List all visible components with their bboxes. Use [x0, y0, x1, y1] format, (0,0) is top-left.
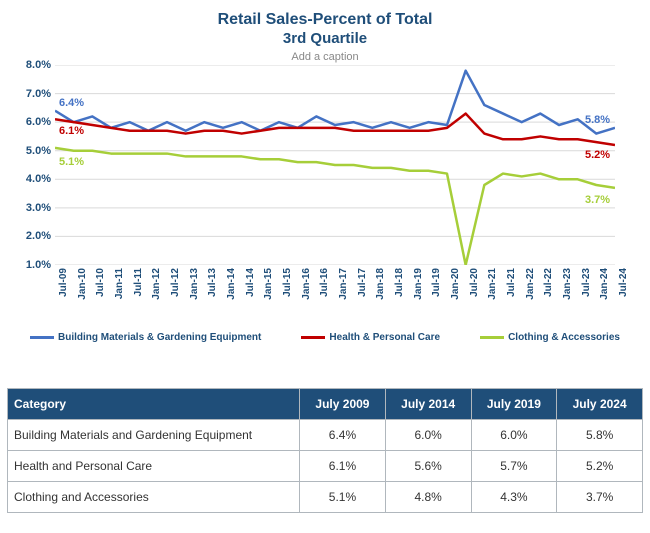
- legend-label: Building Materials & Gardening Equipment: [58, 332, 261, 343]
- table-cell: 4.3%: [471, 482, 557, 513]
- chart-svg: [55, 65, 615, 265]
- table-body: Building Materials and Gardening Equipme…: [8, 420, 643, 513]
- legend-item: Clothing & Accessories: [480, 332, 620, 343]
- x-tick-label: Jul-22: [543, 268, 554, 297]
- series-end-label: 5.2%: [585, 149, 610, 161]
- y-tick-label: 4.0%: [26, 173, 51, 185]
- x-tick-label: Jul-19: [431, 268, 442, 297]
- legend: Building Materials & Gardening Equipment…: [10, 332, 640, 343]
- x-tick-label: Jul-17: [357, 268, 368, 297]
- table-cell: Building Materials and Gardening Equipme…: [8, 420, 300, 451]
- x-tick-label: Jul-18: [394, 268, 405, 297]
- caption-placeholder[interactable]: Add a caption: [10, 51, 640, 63]
- table-cell: 6.0%: [385, 420, 471, 451]
- x-tick-label: Jan-22: [525, 268, 536, 300]
- legend-swatch: [30, 336, 54, 339]
- table-cell: Health and Personal Care: [8, 451, 300, 482]
- x-tick-label: Jul-21: [506, 268, 517, 297]
- x-tick-label: Jan-21: [487, 268, 498, 300]
- x-tick-label: Jan-10: [77, 268, 88, 300]
- chart-title-line1: Retail Sales-Percent of Total: [10, 10, 640, 30]
- x-tick-label: Jul-13: [207, 268, 218, 297]
- x-tick-label: Jan-18: [375, 268, 386, 300]
- x-axis: Jul-09 Jan-10 Jul-10 Jan-11 Jul-11 Jan-12 Jul-…: [55, 268, 615, 328]
- table-cell: Clothing and Accessories: [8, 482, 300, 513]
- table-cell: 5.7%: [471, 451, 557, 482]
- x-tick-label: Jul-12: [170, 268, 181, 297]
- x-tick-label: Jan-16: [301, 268, 312, 300]
- chart-title-line2: 3rd Quartile: [10, 30, 640, 49]
- table-cell: 5.6%: [385, 451, 471, 482]
- x-tick-label: Jul-16: [319, 268, 330, 297]
- table-row: Clothing and Accessories5.1%4.8%4.3%3.7%: [8, 482, 643, 513]
- x-tick-label: Jul-11: [133, 268, 144, 296]
- legend-swatch: [480, 336, 504, 339]
- x-tick-label: Jul-15: [282, 268, 293, 297]
- table-header-cell: July 2009: [300, 389, 386, 420]
- x-tick-label: Jan-11: [114, 268, 125, 299]
- x-tick-label: Jul-20: [469, 268, 480, 297]
- y-tick-label: 8.0%: [26, 59, 51, 71]
- y-tick-label: 6.0%: [26, 116, 51, 128]
- table-cell: 5.1%: [300, 482, 386, 513]
- series-end-label: 3.7%: [585, 194, 610, 206]
- table-cell: 6.0%: [471, 420, 557, 451]
- table-header-cell: July 2019: [471, 389, 557, 420]
- chart-title: Retail Sales-Percent of Total 3rd Quarti…: [10, 10, 640, 49]
- y-tick-label: 7.0%: [26, 88, 51, 100]
- table-cell: 5.2%: [557, 451, 643, 482]
- x-tick-label: Jan-13: [189, 268, 200, 300]
- x-tick-label: Jan-15: [263, 268, 274, 300]
- x-tick-label: Jul-10: [95, 268, 106, 297]
- table-header-cell: July 2024: [557, 389, 643, 420]
- x-tick-label: Jul-14: [245, 268, 256, 297]
- y-tick-label: 1.0%: [26, 259, 51, 271]
- table-header-cell: July 2014: [385, 389, 471, 420]
- x-tick-label: Jul-23: [581, 268, 592, 297]
- x-tick-label: Jan-19: [413, 268, 424, 300]
- series-start-label: 5.1%: [59, 156, 84, 168]
- series-start-label: 6.1%: [59, 125, 84, 137]
- x-tick-label: Jan-12: [151, 268, 162, 300]
- x-tick-label: Jan-20: [450, 268, 461, 300]
- x-tick-label: Jan-14: [226, 268, 237, 300]
- series-end-label: 5.8%: [585, 114, 610, 126]
- y-tick-label: 3.0%: [26, 202, 51, 214]
- y-axis: 1.0%2.0%3.0%4.0%5.0%6.0%7.0%8.0%: [8, 65, 53, 265]
- table-row: Health and Personal Care6.1%5.6%5.7%5.2%: [8, 451, 643, 482]
- table-cell: 3.7%: [557, 482, 643, 513]
- legend-label: Clothing & Accessories: [508, 332, 620, 343]
- chart-container: Retail Sales-Percent of Total 3rd Quarti…: [0, 0, 650, 380]
- table-cell: 4.8%: [385, 482, 471, 513]
- table-cell: 5.8%: [557, 420, 643, 451]
- table-row: Building Materials and Gardening Equipme…: [8, 420, 643, 451]
- table-cell: 6.4%: [300, 420, 386, 451]
- x-tick-label: Jan-23: [562, 268, 573, 300]
- table-header-cell: Category: [8, 389, 300, 420]
- table-cell: 6.1%: [300, 451, 386, 482]
- legend-swatch: [301, 336, 325, 339]
- x-tick-label: Jan-17: [338, 268, 349, 300]
- y-tick-label: 5.0%: [26, 145, 51, 157]
- table-head: CategoryJuly 2009July 2014July 2019July …: [8, 389, 643, 420]
- table-header-row: CategoryJuly 2009July 2014July 2019July …: [8, 389, 643, 420]
- legend-label: Health & Personal Care: [329, 332, 440, 343]
- y-tick-label: 2.0%: [26, 230, 51, 242]
- legend-item: Building Materials & Gardening Equipment: [30, 332, 261, 343]
- plot-area: 6.4% 5.8% 6.1% 5.2% 5.1% 3.7%: [55, 65, 615, 265]
- legend-item: Health & Personal Care: [301, 332, 440, 343]
- x-tick-label: Jul-09: [58, 268, 69, 297]
- x-tick-label: Jul-24: [618, 268, 629, 297]
- data-table: CategoryJuly 2009July 2014July 2019July …: [7, 388, 643, 513]
- series-start-label: 6.4%: [59, 97, 84, 109]
- x-tick-label: Jan-24: [599, 268, 610, 300]
